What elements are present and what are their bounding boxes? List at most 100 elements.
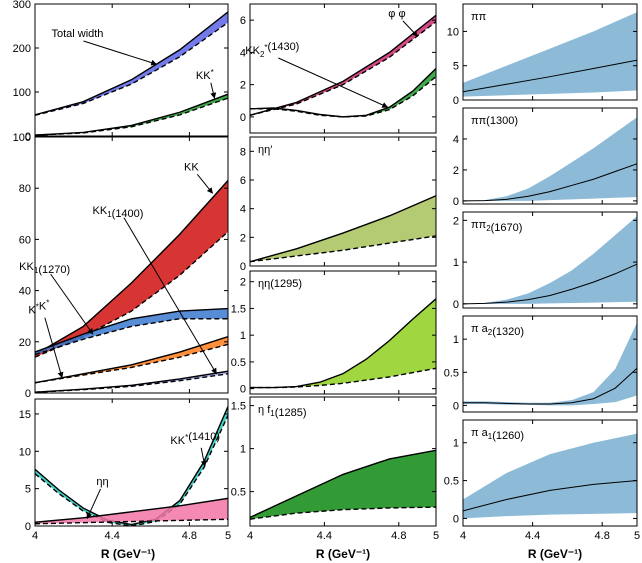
band-0 <box>463 433 637 519</box>
panel-frame <box>462 3 638 101</box>
x-tick-label: 4.4 <box>317 530 332 542</box>
panel-3-5: 0 0.5 1 4 4.4 4.8 5 π a1(1260) <box>444 419 640 542</box>
plot-area <box>35 406 228 526</box>
y-tick-label: 0 <box>453 513 459 525</box>
annotation-arrow <box>123 217 217 375</box>
lower-line-0 <box>250 21 436 116</box>
upper-line-1 <box>250 67 436 118</box>
panel-frame <box>462 315 638 413</box>
upper-line-2 <box>35 336 228 384</box>
band-0 <box>250 195 436 262</box>
central-line-0 <box>463 480 637 512</box>
x-axis-label-col1: R (GeV⁻¹) <box>101 547 155 561</box>
y-tick-label: 1 <box>453 438 459 450</box>
band-1 <box>35 498 228 524</box>
panel-2-4: 0.5 1 1.5 4 4.4 4.8 5 η f1(1285) <box>231 396 439 542</box>
series-label: π a1(1260) <box>471 427 524 442</box>
y-tick-label: 4 <box>240 204 246 216</box>
x-tick-label: 4.4 <box>105 530 120 542</box>
series-label: ηη′ <box>258 144 272 156</box>
central-line-0 <box>463 367 637 405</box>
y-tick-label: 0 <box>453 400 459 412</box>
y-tick-label: 2 <box>240 277 246 289</box>
y-tick-label: 1 <box>240 330 246 342</box>
y-tick-label: 8 <box>240 146 246 158</box>
annotation-arrow <box>278 57 389 108</box>
plot-area <box>35 11 228 136</box>
y-tick-label: 5 <box>453 61 459 73</box>
y-tick-label: 2 <box>240 232 246 244</box>
lower-line-1 <box>35 518 228 525</box>
y-tick-label: 60 <box>19 234 31 246</box>
x-tick-label: 5 <box>634 530 640 542</box>
lower-line-3 <box>35 373 228 393</box>
y-tick-label: 200 <box>13 43 31 55</box>
central-line-0 <box>463 263 637 305</box>
y-tick-label: 0 <box>453 196 459 208</box>
x-tick-label: 4.8 <box>595 530 610 542</box>
y-tick-label: 0 <box>453 299 459 311</box>
panel-frame <box>249 136 437 267</box>
y-tick-label: 100 <box>13 132 31 144</box>
y-tick-label: 2 <box>240 80 246 92</box>
annotation-arrow <box>200 447 207 467</box>
y-tick-label: 0 <box>240 112 246 124</box>
lower-line-0 <box>250 235 436 263</box>
lower-line-0 <box>35 21 228 116</box>
y-tick-label: 2 <box>453 215 459 227</box>
band-0 <box>250 15 436 116</box>
panel-3-1: 0 5 10 ππ <box>447 3 638 107</box>
y-tick-label: 0.5 <box>444 367 459 379</box>
y-tick-label: 0 <box>240 384 246 396</box>
series-label: ηη(1295) <box>258 278 302 290</box>
y-tick-label: 2 <box>453 165 459 177</box>
x-tick-label: 5 <box>433 530 439 542</box>
central-line-0 <box>463 59 637 93</box>
y-tick-label: 1.5 <box>231 303 246 315</box>
panel-frame <box>34 136 229 394</box>
annotation-arrow <box>50 273 94 335</box>
lower-line-1 <box>35 318 228 356</box>
series-label: η f1(1285) <box>258 404 307 419</box>
lower-line-1 <box>35 97 228 136</box>
y-tick-label: 20 <box>19 337 31 349</box>
plot-area <box>250 298 436 389</box>
plot-area <box>463 322 637 406</box>
upper-line-1 <box>35 307 228 353</box>
panel-3-4: 0 0.5 1 π a2(1320) <box>444 315 638 413</box>
y-tick-label: 0.5 <box>231 357 246 369</box>
series-label: ππ <box>471 11 487 23</box>
x-tick-label: 5 <box>225 530 231 542</box>
y-tick-label: 100 <box>13 87 31 99</box>
band-0 <box>250 298 436 388</box>
panel-frame <box>462 211 638 309</box>
plot-area <box>463 12 637 97</box>
y-tick-label: 0.5 <box>231 487 246 499</box>
y-tick-label: 40 <box>19 286 31 298</box>
annotation-arrow <box>402 20 418 37</box>
panel-frame <box>462 419 638 527</box>
y-tick-label: 10 <box>447 26 459 38</box>
upper-line-0 <box>35 180 228 356</box>
y-tick-label: 15 <box>19 409 31 421</box>
panel-2-1: 0 2 4 6 φ φ KK2*(1430) <box>240 3 437 134</box>
panel-2-3: 0 0.5 1 1.5 2 ηη(1295) <box>231 270 437 396</box>
upper-line-0 <box>250 14 436 116</box>
annotation-arrow <box>196 173 213 194</box>
band-0 <box>463 12 637 97</box>
y-tick-label: 0 <box>25 131 31 143</box>
panel-frame <box>34 398 229 527</box>
x-tick-label: 4.8 <box>182 530 197 542</box>
y-tick-label: 6 <box>240 175 246 187</box>
series-label: KK* <box>196 68 214 82</box>
upper-line-0 <box>250 449 436 519</box>
annotation-arrow <box>83 40 158 66</box>
panel-3-3: 0 1 2 ππ2(1670) <box>453 211 638 311</box>
plot-area <box>250 449 436 520</box>
series-label: π a2(1320) <box>471 323 524 338</box>
y-tick-label: 0 <box>453 95 459 107</box>
series-label: KK <box>184 161 199 173</box>
plot-area <box>250 195 436 263</box>
